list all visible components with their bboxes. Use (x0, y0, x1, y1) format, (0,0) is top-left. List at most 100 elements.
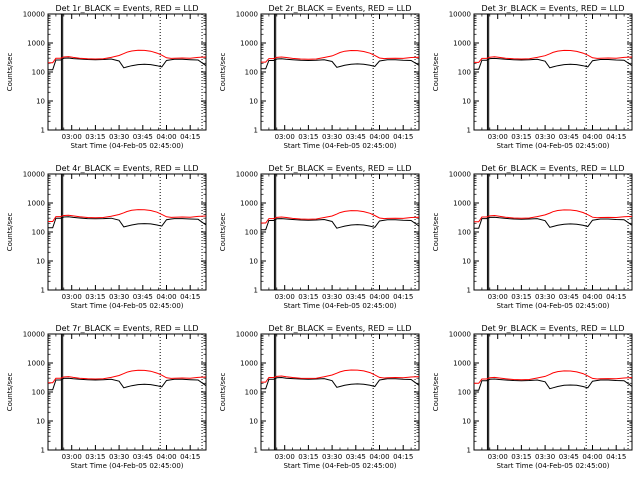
y-tick-label: 1000 (240, 200, 258, 208)
detector-panel-2: 1 10 100 1000 10000 03:00 03:15 03:30 03:45 04:00… (219, 4, 420, 150)
panel-title: Det 5r_BLACK = Events, RED = LLD (268, 164, 411, 173)
panel-title: Det 8r_BLACK = Events, RED = LLD (268, 324, 411, 333)
x-tick-label: 03:15 (85, 293, 105, 301)
y-tick-label: 10 (462, 418, 471, 426)
panel-title: Det 2r_BLACK = Events, RED = LLD (268, 4, 411, 13)
events-series-line (474, 378, 633, 391)
x-axis-label: Start Time (04-Feb-05 02:45:00) (283, 302, 396, 310)
x-tick-label: 04:15 (606, 293, 626, 301)
y-tick-label: 1 (254, 127, 258, 135)
y-tick-label: 1 (467, 447, 471, 455)
lld-series-line (48, 49, 207, 64)
x-tick-label: 03:45 (346, 133, 366, 141)
x-tick-label: 03:15 (511, 293, 531, 301)
panel-title: Det 6r_BLACK = Events, RED = LLD (481, 164, 624, 173)
x-axis-label: Start Time (04-Feb-05 02:45:00) (283, 142, 396, 150)
lld-series-line (48, 369, 207, 384)
x-axis-label: Start Time (04-Feb-05 02:45:00) (70, 302, 183, 310)
detector-panel-3: 1 10 100 1000 10000 03:00 03:15 03:30 03:45 04:00… (432, 4, 633, 150)
x-tick-label: 04:15 (393, 453, 413, 461)
x-tick-label: 03:00 (488, 293, 508, 301)
plot-frame (47, 333, 207, 451)
x-tick-label: 04:00 (156, 453, 176, 461)
x-axis-label: Start Time (04-Feb-05 02:45:00) (496, 142, 609, 150)
x-tick-label: 03:45 (559, 453, 579, 461)
y-axis-label: Counts/sec (219, 373, 227, 412)
x-tick-label: 04:00 (369, 293, 389, 301)
panel-title: Det 1r_BLACK = Events, RED = LLD (55, 4, 198, 13)
x-tick-label: 03:00 (62, 133, 82, 141)
x-tick-label: 04:15 (180, 133, 200, 141)
x-tick-label: 03:00 (275, 293, 295, 301)
lld-series-line (474, 370, 633, 384)
x-tick-label: 03:30 (322, 293, 342, 301)
y-tick-label: 10000 (236, 171, 258, 179)
y-tick-label: 1 (467, 127, 471, 135)
y-axis-label: Counts/sec (219, 53, 227, 92)
y-tick-label: 100 (458, 69, 471, 77)
y-tick-label: 10000 (23, 331, 45, 339)
x-tick-label: 04:15 (393, 133, 413, 141)
events-series-line (261, 218, 420, 231)
x-tick-label: 04:15 (606, 453, 626, 461)
y-tick-label: 100 (32, 229, 45, 237)
x-tick-label: 03:30 (322, 133, 342, 141)
x-tick-label: 04:15 (180, 453, 200, 461)
x-tick-label: 03:45 (133, 453, 153, 461)
plot-frame (260, 173, 420, 291)
plot-frame (473, 333, 633, 451)
y-tick-label: 100 (458, 229, 471, 237)
y-tick-label: 10000 (236, 331, 258, 339)
x-axis-label: Start Time (04-Feb-05 02:45:00) (70, 462, 183, 470)
y-tick-label: 10000 (23, 11, 45, 19)
panel-title: Det 3r_BLACK = Events, RED = LLD (481, 4, 624, 13)
y-tick-label: 10 (249, 418, 258, 426)
lld-series-line (261, 369, 420, 383)
y-tick-label: 1 (467, 287, 471, 295)
x-tick-label: 03:15 (298, 453, 318, 461)
x-tick-label: 03:15 (85, 133, 105, 141)
y-tick-label: 1 (254, 447, 258, 455)
panel-title: Det 7r_BLACK = Events, RED = LLD (55, 324, 198, 333)
lld-series-line (48, 209, 207, 222)
x-tick-label: 03:45 (346, 453, 366, 461)
x-tick-label: 04:00 (582, 453, 602, 461)
plot-frame (47, 173, 207, 291)
x-tick-label: 03:00 (275, 133, 295, 141)
x-tick-label: 03:30 (535, 453, 555, 461)
y-tick-label: 10 (249, 98, 258, 106)
events-series-line (48, 216, 207, 229)
x-tick-label: 04:15 (180, 293, 200, 301)
detector-panel-4: 1 10 100 1000 10000 03:00 03:15 03:30 03:45 04:00… (6, 164, 207, 310)
x-tick-label: 04:00 (582, 293, 602, 301)
y-tick-label: 10000 (449, 171, 471, 179)
x-tick-label: 03:30 (535, 133, 555, 141)
plot-frame (260, 333, 420, 451)
y-axis-label: Counts/sec (432, 373, 440, 412)
y-tick-label: 100 (245, 69, 258, 77)
x-tick-label: 03:30 (322, 453, 342, 461)
y-axis-label: Counts/sec (432, 53, 440, 92)
plot-frame (473, 173, 633, 291)
events-series-line (474, 216, 633, 229)
y-tick-label: 1000 (453, 360, 471, 368)
x-tick-label: 04:00 (369, 453, 389, 461)
x-tick-label: 03:00 (488, 453, 508, 461)
events-series-line (474, 57, 633, 70)
x-tick-label: 03:15 (511, 453, 531, 461)
y-tick-label: 100 (245, 229, 258, 237)
events-series-line (261, 376, 420, 390)
x-tick-label: 04:15 (606, 133, 626, 141)
y-tick-label: 10000 (23, 171, 45, 179)
x-tick-label: 03:15 (85, 453, 105, 461)
detector-panel-9: 1 10 100 1000 10000 03:00 03:15 03:30 03:45 04:00… (432, 324, 633, 470)
y-tick-label: 1000 (453, 40, 471, 48)
panel-title: Det 9r_BLACK = Events, RED = LLD (481, 324, 624, 333)
x-tick-label: 03:45 (133, 133, 153, 141)
y-tick-label: 1 (41, 287, 45, 295)
panel-title: Det 4r_BLACK = Events, RED = LLD (55, 164, 198, 173)
y-tick-label: 10 (36, 258, 45, 266)
x-tick-label: 03:30 (109, 293, 129, 301)
y-tick-label: 1 (254, 287, 258, 295)
